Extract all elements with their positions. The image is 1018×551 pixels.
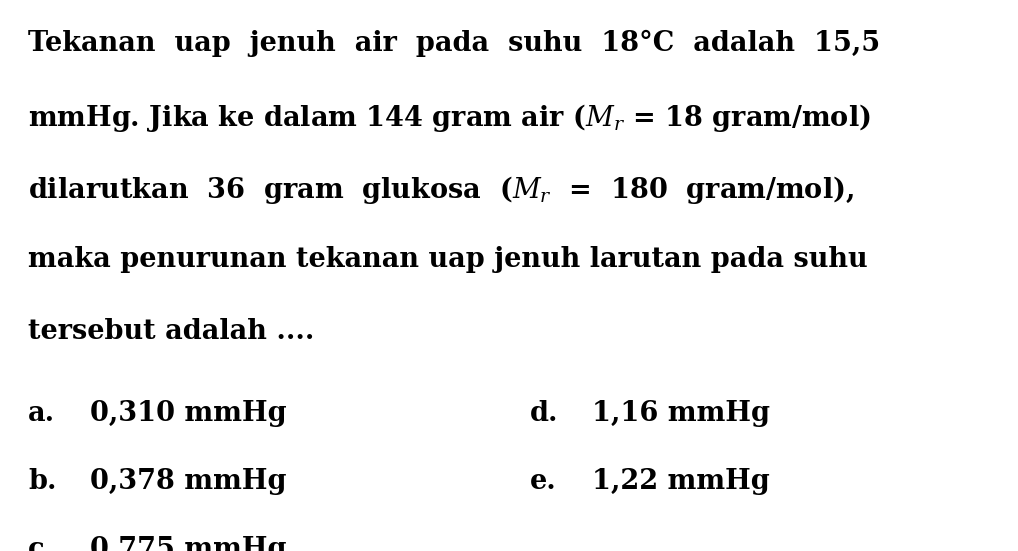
Text: b.: b. <box>29 468 57 495</box>
Text: 0,775 mmHg: 0,775 mmHg <box>90 536 286 551</box>
Text: c.: c. <box>29 536 54 551</box>
Text: mmHg. Jika ke dalam 144 gram air ($M_{r}$ = 18 gram/mol): mmHg. Jika ke dalam 144 gram air ($M_{r}… <box>29 102 870 134</box>
Text: maka penurunan tekanan uap jenuh larutan pada suhu: maka penurunan tekanan uap jenuh larutan… <box>29 246 867 273</box>
Text: 1,16 mmHg: 1,16 mmHg <box>592 400 770 427</box>
Text: 0,310 mmHg: 0,310 mmHg <box>90 400 287 427</box>
Text: d.: d. <box>530 400 559 427</box>
Text: e.: e. <box>530 468 557 495</box>
Text: 0,378 mmHg: 0,378 mmHg <box>90 468 286 495</box>
Text: Tekanan  uap  jenuh  air  pada  suhu  18°C  adalah  15,5: Tekanan uap jenuh air pada suhu 18°C ada… <box>29 30 881 57</box>
Text: dilarutkan  36  gram  glukosa  ($M_{r}$  =  180  gram/mol),: dilarutkan 36 gram glukosa ($M_{r}$ = 18… <box>29 174 854 206</box>
Text: 1,22 mmHg: 1,22 mmHg <box>592 468 770 495</box>
Text: a.: a. <box>29 400 55 427</box>
Text: tersebut adalah ....: tersebut adalah .... <box>29 318 315 345</box>
